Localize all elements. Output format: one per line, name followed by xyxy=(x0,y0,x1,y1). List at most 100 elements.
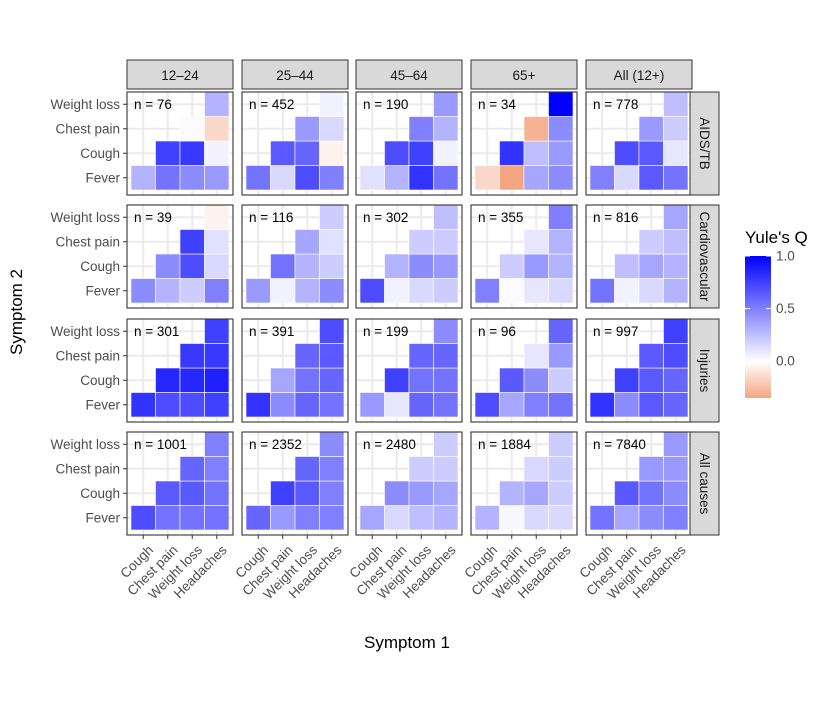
panel-border xyxy=(470,204,578,309)
heatmap-cell xyxy=(474,165,500,191)
heatmap-cell xyxy=(663,343,689,369)
heatmap-cell xyxy=(408,116,434,142)
facet-panel: n = 116 xyxy=(241,204,349,309)
y-tick-label: Weight loss xyxy=(50,210,120,225)
panel-border xyxy=(126,204,234,309)
heatmap-cell xyxy=(408,343,434,369)
heatmap-cell xyxy=(294,278,320,304)
heatmap-cell xyxy=(408,253,434,279)
y-tick-label: Cough xyxy=(80,146,120,161)
heatmap-cell xyxy=(319,278,345,304)
heatmap-cell xyxy=(663,116,689,142)
heatmap-cell xyxy=(548,91,574,117)
heatmap-cell xyxy=(319,140,345,166)
heatmap-cell xyxy=(433,165,459,191)
sample-size-label: n = 997 xyxy=(593,324,638,339)
facet-strips: 12–24 25–44 45–64 65+ All (12+) AIDS/TB Cardio… xyxy=(126,59,720,536)
heatmap-cell xyxy=(204,343,230,369)
heatmap-cell xyxy=(499,392,525,418)
heatmap-cell xyxy=(319,392,345,418)
heatmap-cell xyxy=(319,343,345,369)
heatmap-cell xyxy=(638,392,664,418)
heatmap-cell xyxy=(294,140,320,166)
facet-panel: n = 301 xyxy=(126,318,234,423)
column-strip-label: 25–44 xyxy=(276,68,314,83)
heatmap-cell xyxy=(319,505,345,531)
heatmap-cell xyxy=(433,278,459,304)
heatmap-cell xyxy=(270,392,296,418)
heatmap-cell xyxy=(433,505,459,531)
heatmap-cell xyxy=(179,367,205,393)
heatmap-cell xyxy=(638,505,664,531)
facet-panel: n = 997 xyxy=(585,318,693,423)
heatmap-cell xyxy=(614,480,640,506)
heatmap-cell xyxy=(433,91,459,117)
heatmap-cell xyxy=(589,392,615,418)
facet-panel: n = 96 xyxy=(470,318,578,423)
heatmap-cell xyxy=(614,367,640,393)
y-tick-label: Cough xyxy=(80,486,120,501)
row-strip-label: All causes xyxy=(697,453,712,515)
heatmap-cell xyxy=(384,367,410,393)
heatmap-cell xyxy=(548,204,574,230)
heatmap-cell xyxy=(359,278,385,304)
facet-panel: n = 190 xyxy=(355,91,463,196)
heatmap-cell xyxy=(408,480,434,506)
heatmap-cell xyxy=(319,165,345,191)
column-strip-label: All (12+) xyxy=(614,68,665,83)
heatmap-cell xyxy=(408,367,434,393)
facet-panel: n = 39 xyxy=(126,204,234,309)
heatmap-cell xyxy=(548,505,574,531)
heatmap-cell xyxy=(548,165,574,191)
legend-break-label: 0.0 xyxy=(776,354,795,369)
heatmap-cell xyxy=(155,505,181,531)
heatmap-cell xyxy=(614,253,640,279)
heatmap-cell xyxy=(245,392,271,418)
row-strip-label: Cardiovascular xyxy=(697,211,712,302)
heatmap-cell xyxy=(319,253,345,279)
sample-size-label: n = 391 xyxy=(249,324,294,339)
heatmap-cell xyxy=(548,140,574,166)
panel-border xyxy=(355,91,463,196)
heatmap-cell xyxy=(384,392,410,418)
heatmap-cell xyxy=(319,480,345,506)
y-tick-label: Weight loss xyxy=(50,324,120,339)
heatmap-cell xyxy=(204,116,230,142)
column-strip xyxy=(585,59,693,90)
heatmap-cell xyxy=(638,343,664,369)
row-strip-label: Injuries xyxy=(697,349,712,393)
heatmap-cell xyxy=(408,505,434,531)
heatmap-cell xyxy=(474,505,500,531)
heatmap-cell xyxy=(433,343,459,369)
heatmap-cell xyxy=(179,165,205,191)
panel-border xyxy=(126,91,234,196)
heatmap-cell xyxy=(548,431,574,457)
heatmap-cell xyxy=(638,165,664,191)
heatmap-cell xyxy=(499,278,525,304)
heatmap-cell xyxy=(548,480,574,506)
y-tick-label: Cough xyxy=(80,259,120,274)
sample-size-label: n = 34 xyxy=(478,97,516,112)
sample-size-label: n = 778 xyxy=(593,97,638,112)
heatmap-cell xyxy=(204,229,230,255)
column-strip xyxy=(470,59,578,90)
heatmap-cell xyxy=(294,505,320,531)
heatmap-cell xyxy=(359,505,385,531)
heatmap-cell xyxy=(130,505,156,531)
heatmap-cell xyxy=(204,253,230,279)
heatmap-cell xyxy=(614,278,640,304)
heatmap-cell xyxy=(614,505,640,531)
y-tick-label: Fever xyxy=(85,170,120,185)
sample-size-label: n = 199 xyxy=(363,324,408,339)
heatmap-cell xyxy=(499,165,525,191)
heatmap-cell xyxy=(408,140,434,166)
heatmap-cell xyxy=(523,278,549,304)
heatmap-cell xyxy=(548,343,574,369)
row-strip xyxy=(689,431,720,536)
heatmap-cell xyxy=(204,431,230,457)
legend-colorbar xyxy=(745,256,771,398)
row-strip xyxy=(689,91,720,196)
heatmap-cell xyxy=(663,229,689,255)
facet-panel: n = 391 xyxy=(241,318,349,423)
heatmap-cell xyxy=(638,229,664,255)
